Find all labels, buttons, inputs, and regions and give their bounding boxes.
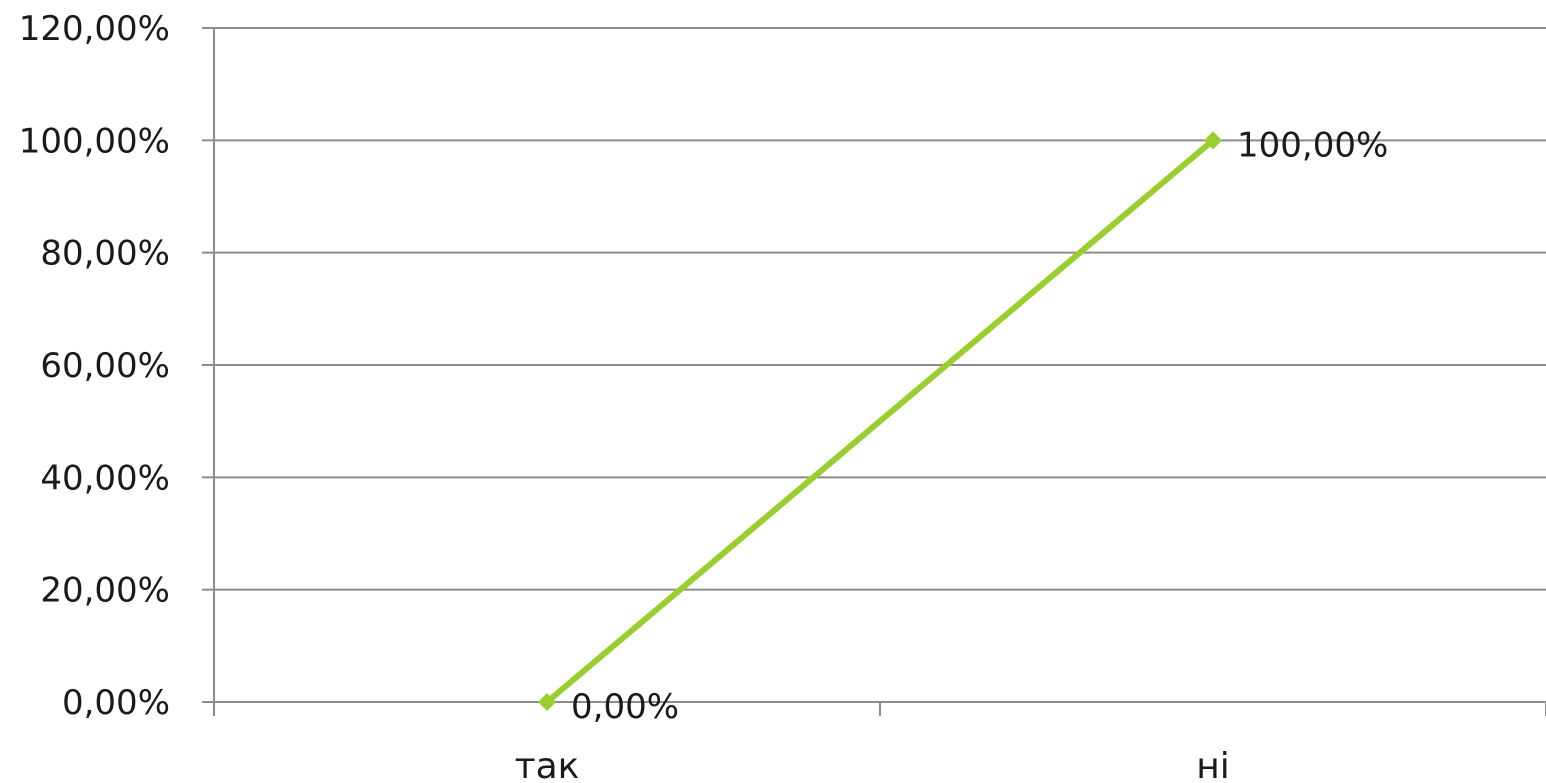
data-label: 100,00%: [1237, 125, 1388, 165]
y-tick-label: 120,00%: [19, 9, 170, 49]
y-tick-label: 60,00%: [40, 346, 170, 386]
data-markers: [538, 131, 1222, 711]
y-tick-label: 0,00%: [62, 683, 170, 723]
series-line: [544, 137, 1216, 705]
y-tick-label: 20,00%: [40, 571, 170, 611]
gridlines: [214, 27, 1546, 703]
y-tick-label: 40,00%: [40, 458, 170, 498]
data-label: 0,00%: [571, 687, 679, 727]
y-tick-label: 100,00%: [19, 121, 170, 161]
x-category-label: так: [515, 746, 580, 783]
x-category-label: ні: [1196, 746, 1230, 783]
data-labels: 0,00% 100,00%: [571, 125, 1388, 727]
series-lines: [544, 137, 1216, 705]
data-point-marker: [538, 693, 556, 711]
data-point-marker: [1204, 131, 1222, 150]
x-category-labels: так ні: [515, 746, 1230, 783]
y-tick-label: 80,00%: [40, 234, 170, 274]
y-tick-labels: 0,00% 20,00% 40,00% 60,00% 80,00% 100,00% 120,…: [19, 9, 170, 723]
axes: [202, 27, 1546, 716]
